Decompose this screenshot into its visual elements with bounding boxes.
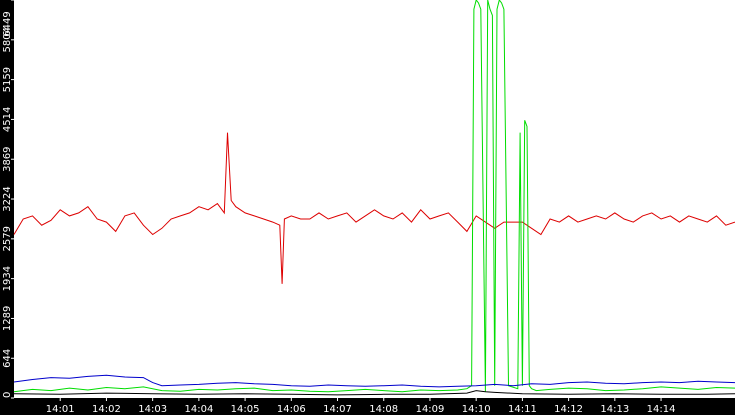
y-tick-label: 0 <box>2 392 13 398</box>
x-tick-label: 14:02 <box>92 404 121 415</box>
x-axis-ticks: 14:01 14:02 14:03 14:04 14:05 14:06 14:07 14:08… <box>46 398 676 415</box>
series-line-black <box>13 390 735 396</box>
y-tick-label: 2579 <box>2 226 13 251</box>
x-tick-label: 14:11 <box>508 404 537 415</box>
series-line-green <box>13 0 735 393</box>
y-tick-label: 3869 <box>2 146 13 171</box>
y-tick-label: 644 <box>2 349 13 368</box>
y-tick-label: 5159 <box>2 67 13 92</box>
x-tick-label: 14:01 <box>46 404 75 415</box>
x-tick-label: 14:03 <box>138 404 167 415</box>
x-tick-label: 14:04 <box>184 404 213 415</box>
x-tick-label: 14:12 <box>554 404 583 415</box>
x-tick-label: 14:10 <box>462 404 491 415</box>
series-layer <box>13 0 735 396</box>
series-line-red <box>13 132 735 284</box>
y-tick-label: 6449 <box>2 11 13 36</box>
x-tick-label: 14:08 <box>369 404 398 415</box>
plot-area <box>14 0 735 398</box>
y-tick-label: 3224 <box>2 186 13 211</box>
x-tick-label: 14:06 <box>277 404 306 415</box>
x-tick-label: 14:05 <box>231 404 260 415</box>
series-line-blue <box>13 374 735 388</box>
x-tick-label: 14:07 <box>323 404 352 415</box>
x-tick-label: 14:13 <box>600 404 629 415</box>
y-tick-label: 1934 <box>2 266 13 291</box>
x-tick-label: 14:09 <box>416 404 445 415</box>
y-tick-label: 1289 <box>2 306 13 331</box>
x-tick-label: 14:14 <box>647 404 676 415</box>
y-tick-label: 5804 <box>2 27 13 52</box>
y-tick-label: 4514 <box>2 107 13 132</box>
